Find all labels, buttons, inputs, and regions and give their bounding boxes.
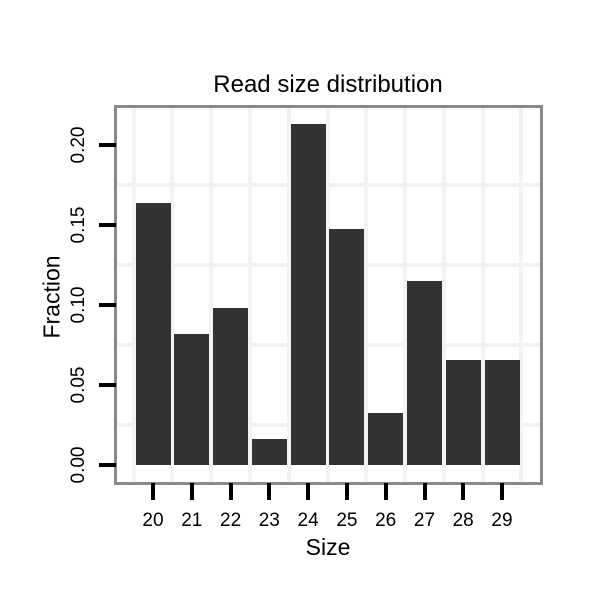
x-tick-label-26: 26 — [375, 510, 397, 531]
y-tick-label-0.20: 0.20 — [68, 126, 89, 164]
bar-size-23 — [251, 438, 287, 465]
gridline-minor-horizontal — [117, 423, 540, 427]
gridline-minor-horizontal — [117, 343, 540, 347]
gridline-minor-horizontal — [117, 183, 540, 187]
bar-size-20 — [135, 202, 171, 465]
x-tick-label-25: 25 — [336, 510, 358, 531]
y-tick-label-0.10: 0.10 — [68, 286, 89, 324]
y-tick-label-0.05: 0.05 — [68, 366, 89, 404]
bar-size-29 — [484, 360, 520, 465]
y-tick-0.00 — [99, 463, 116, 467]
x-tick-27 — [422, 483, 427, 500]
gridline-minor-vertical — [480, 108, 485, 482]
chart-title: Read size distribution — [213, 71, 443, 98]
gridline-minor-vertical — [403, 108, 408, 482]
x-tick-24 — [306, 483, 311, 500]
x-tick-20 — [151, 483, 155, 500]
x-tick-25 — [344, 483, 349, 500]
gridline-minor-vertical — [209, 108, 214, 482]
gridline-minor-vertical — [131, 108, 136, 482]
bar-size-21 — [174, 333, 210, 465]
bar-size-26 — [368, 412, 404, 465]
y-tick-0.05 — [99, 383, 116, 387]
x-tick-label-24: 24 — [297, 510, 319, 531]
bar-size-25 — [329, 229, 365, 465]
y-tick-0.10 — [99, 303, 116, 307]
x-tick-29 — [500, 483, 504, 500]
gridline-minor-vertical — [325, 108, 330, 482]
x-tick-label-23: 23 — [258, 510, 280, 531]
bar-size-22 — [213, 307, 249, 465]
gridline-minor-vertical — [441, 108, 446, 482]
y-tick-0.20 — [99, 143, 116, 147]
x-tick-21 — [189, 483, 194, 500]
bar-size-24 — [290, 124, 326, 465]
y-tick-0.15 — [99, 223, 116, 227]
gridline-minor-vertical — [247, 108, 252, 482]
gridline-minor-vertical — [364, 108, 369, 482]
x-tick-26 — [383, 483, 388, 500]
x-tick-label-29: 29 — [491, 510, 513, 531]
x-tick-label-22: 22 — [220, 510, 242, 531]
gridline-minor-vertical — [170, 108, 175, 482]
x-axis-title: Size — [305, 534, 351, 560]
x-tick-23 — [267, 483, 272, 500]
gridline-minor-vertical — [286, 108, 291, 482]
x-tick-label-21: 21 — [181, 510, 203, 531]
y-tick-label-0.15: 0.15 — [68, 206, 89, 244]
x-tick-22 — [228, 483, 233, 500]
x-tick-28 — [461, 483, 466, 500]
y-axis-title: Fraction — [38, 255, 65, 339]
x-tick-label-28: 28 — [452, 510, 474, 531]
gridline-minor-horizontal — [117, 263, 540, 267]
y-tick-label-0.00: 0.00 — [68, 446, 89, 484]
x-tick-label-27: 27 — [413, 510, 436, 531]
gridline-minor-vertical — [519, 108, 524, 482]
bar-size-28 — [445, 360, 481, 465]
x-tick-label-20: 20 — [142, 510, 164, 531]
bar-size-27 — [407, 281, 442, 465]
